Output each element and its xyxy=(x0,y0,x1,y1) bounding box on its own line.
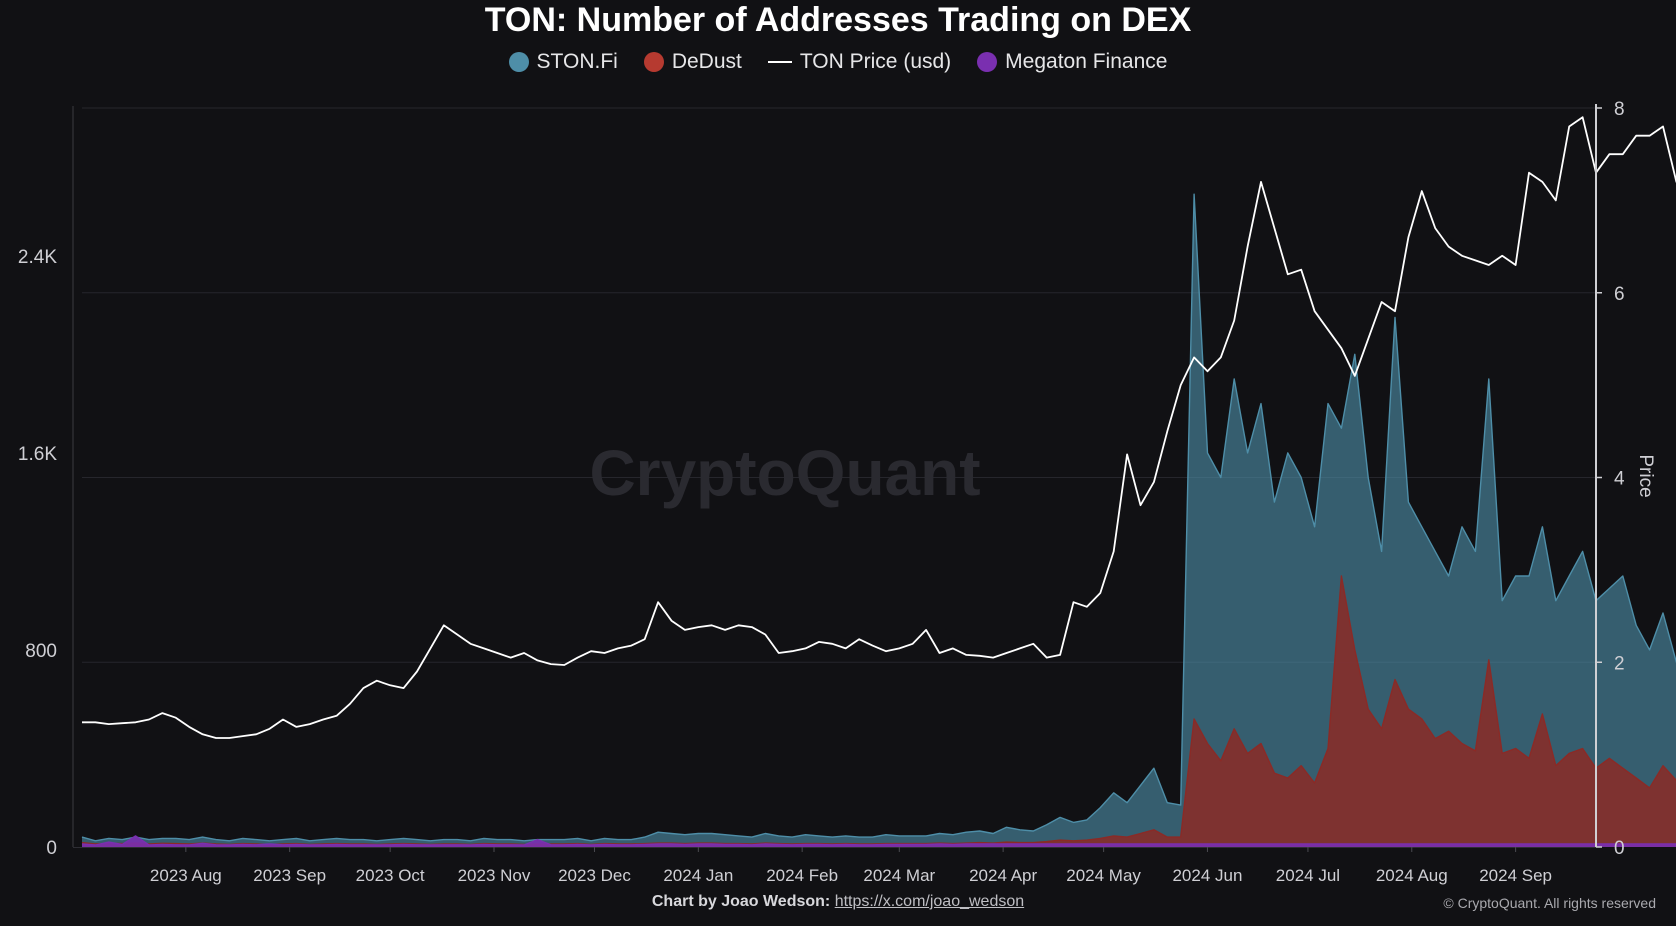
legend-item-megaton[interactable]: Megaton Finance xyxy=(977,50,1167,74)
series-area-ston-fi xyxy=(82,194,1676,847)
y-left-tick-label: 0 xyxy=(46,838,57,859)
y-left-tick-label: 800 xyxy=(25,641,57,662)
legend-swatch-megaton xyxy=(977,52,998,72)
x-tick-label: 2024 Sep xyxy=(1479,866,1552,885)
y-left-tick-label: 2.4K xyxy=(18,247,57,268)
x-tick-label: 2023 Oct xyxy=(356,866,425,885)
x-tick-label: 2023 Aug xyxy=(150,866,222,885)
y-right-tick-label: 2 xyxy=(1614,653,1625,674)
y-right-axis-label: Price xyxy=(1635,454,1656,497)
credit-label: Chart by Joao Wedson: xyxy=(651,893,831,910)
x-tick-label: 2024 Jul xyxy=(1276,866,1340,885)
y-right-tick-label: 8 xyxy=(1614,99,1625,120)
series-line-ton-price-usd xyxy=(82,116,1676,739)
legend-item-dedust[interactable]: DeDust xyxy=(643,50,742,74)
legend-item-ton-price[interactable]: TON Price (usd) xyxy=(767,50,952,74)
legend: STON.Fi DeDust TON Price (usd) Megaton F… xyxy=(0,50,1676,74)
x-tick-label: 2024 Jan xyxy=(663,866,733,885)
series-layer xyxy=(81,116,1676,847)
legend-swatch-ston-fi xyxy=(508,52,529,72)
copyright: © CryptoQuant. All rights reserved xyxy=(1443,895,1656,911)
x-tick-label: 2024 May xyxy=(1066,866,1141,885)
x-tick-label: 2024 Feb xyxy=(766,866,838,885)
legend-swatch-ton-price xyxy=(767,61,792,63)
series-line-ston-fi xyxy=(81,193,1676,842)
y-right-tick-label: 6 xyxy=(1614,284,1625,305)
x-tick-label: 2024 Mar xyxy=(863,866,935,885)
legend-label-ston-fi: STON.Fi xyxy=(536,50,618,73)
series-line-megaton-finance xyxy=(81,835,1676,846)
axes xyxy=(72,104,1602,852)
x-tick-label: 2024 Apr xyxy=(969,866,1037,885)
watermark: CryptoQuant xyxy=(589,437,980,509)
legend-label-dedust: DeDust xyxy=(671,50,742,73)
y-left-tick-label: 1.6K xyxy=(18,444,57,465)
chart-title: TON: Number of Addresses Trading on DEX xyxy=(484,1,1192,39)
tick-labels: 0 800 1.6K 2.4K 0 2 4 6 8 Price 2023 Aug 2023 Sep 20… xyxy=(18,99,1656,885)
x-tick-label: 2024 Aug xyxy=(1376,866,1448,885)
legend-label-ton-price: TON Price (usd) xyxy=(799,50,952,73)
credit-link[interactable]: https://x.com/joao_wedson xyxy=(834,893,1025,910)
x-tick-label: 2023 Nov xyxy=(458,866,531,885)
legend-label-megaton: Megaton Finance xyxy=(1005,50,1168,73)
series-area-dedust xyxy=(82,576,1676,847)
x-tick-label: 2023 Sep xyxy=(253,866,326,885)
legend-item-ston-fi[interactable]: STON.Fi xyxy=(508,50,618,74)
footer-credit: Chart by Joao Wedson: https://x.com/joao… xyxy=(0,893,1676,911)
x-tick-label: 2023 Dec xyxy=(558,866,631,885)
x-tick-label: 2024 Jun xyxy=(1172,866,1242,885)
y-right-tick-label: 0 xyxy=(1614,838,1625,859)
y-right-tick-label: 4 xyxy=(1614,469,1625,490)
legend-swatch-dedust xyxy=(643,52,664,72)
